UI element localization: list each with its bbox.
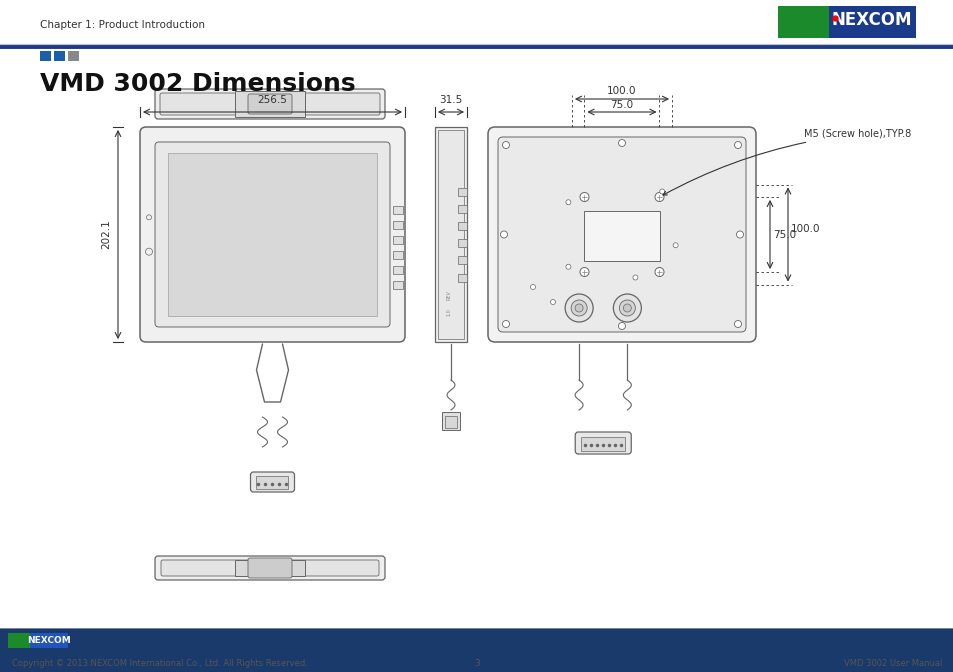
Text: VMD 3002 User Manual: VMD 3002 User Manual: [842, 659, 941, 667]
FancyBboxPatch shape: [251, 472, 294, 492]
FancyBboxPatch shape: [248, 94, 292, 114]
Circle shape: [565, 200, 570, 205]
Bar: [457, 239, 467, 247]
FancyBboxPatch shape: [497, 137, 745, 332]
Text: M5 (Screw hole),TYP.8: M5 (Screw hole),TYP.8: [662, 129, 910, 195]
Circle shape: [659, 189, 664, 194]
Circle shape: [579, 192, 588, 202]
Text: NEXCOM: NEXCOM: [27, 636, 71, 645]
Bar: [234, 91, 305, 117]
Bar: [0, 628, 953, 629]
Bar: [393, 220, 402, 228]
Circle shape: [613, 294, 640, 322]
Bar: [0, 629, 953, 672]
Circle shape: [734, 142, 740, 149]
Circle shape: [618, 300, 635, 316]
Circle shape: [571, 300, 586, 316]
Circle shape: [564, 294, 593, 322]
Bar: [435, 127, 467, 342]
Circle shape: [530, 284, 535, 290]
Circle shape: [500, 231, 507, 238]
FancyBboxPatch shape: [140, 127, 405, 342]
Text: 75.0: 75.0: [772, 230, 796, 239]
Text: NEXCOM: NEXCOM: [831, 11, 911, 30]
Bar: [583, 210, 659, 261]
Bar: [168, 153, 376, 316]
FancyBboxPatch shape: [828, 6, 915, 38]
Circle shape: [575, 304, 582, 312]
Bar: [457, 256, 467, 264]
FancyBboxPatch shape: [154, 556, 385, 580]
Bar: [437, 130, 463, 339]
Circle shape: [622, 304, 631, 312]
Circle shape: [632, 275, 638, 280]
Bar: [393, 206, 402, 214]
Text: VMD 3002 Dimensions: VMD 3002 Dimensions: [40, 72, 355, 96]
Circle shape: [579, 267, 588, 276]
Circle shape: [618, 323, 625, 329]
Bar: [441, 412, 459, 430]
Text: Chapter 1: Product Introduction: Chapter 1: Product Introduction: [40, 20, 205, 30]
Circle shape: [734, 321, 740, 327]
Bar: [457, 222, 467, 230]
Text: 3: 3: [474, 659, 479, 667]
Circle shape: [618, 140, 625, 146]
FancyBboxPatch shape: [154, 142, 390, 327]
FancyBboxPatch shape: [248, 558, 292, 578]
Text: 75.0: 75.0: [610, 100, 633, 110]
Circle shape: [550, 300, 555, 304]
Bar: [54, 51, 65, 61]
Text: 1.0: 1.0: [446, 308, 451, 316]
Text: 100.0: 100.0: [790, 224, 820, 235]
Text: REV: REV: [446, 290, 451, 300]
Text: 256.5: 256.5: [257, 95, 287, 105]
Bar: [457, 187, 467, 196]
FancyBboxPatch shape: [778, 6, 828, 38]
FancyBboxPatch shape: [488, 127, 755, 342]
Circle shape: [655, 267, 663, 276]
Bar: [444, 416, 456, 428]
FancyBboxPatch shape: [8, 633, 30, 648]
Bar: [256, 476, 288, 489]
Text: Copyright © 2013 NEXCOM International Co., Ltd. All Rights Reserved.: Copyright © 2013 NEXCOM International Co…: [12, 659, 308, 667]
Bar: [457, 205, 467, 213]
FancyBboxPatch shape: [160, 93, 379, 115]
FancyBboxPatch shape: [30, 633, 68, 648]
Circle shape: [565, 264, 570, 269]
Bar: [40, 51, 51, 61]
Text: 100.0: 100.0: [607, 86, 636, 96]
Circle shape: [673, 243, 678, 248]
Bar: [457, 274, 467, 282]
FancyBboxPatch shape: [154, 89, 385, 119]
Bar: [580, 437, 624, 451]
Circle shape: [736, 231, 742, 238]
FancyBboxPatch shape: [575, 432, 631, 454]
Bar: [393, 280, 402, 288]
Bar: [393, 265, 402, 274]
Bar: [234, 560, 305, 576]
Circle shape: [655, 192, 663, 202]
FancyBboxPatch shape: [161, 560, 378, 576]
Circle shape: [502, 321, 509, 327]
Bar: [68, 51, 79, 61]
Circle shape: [502, 142, 509, 149]
Text: 202.1: 202.1: [101, 220, 111, 249]
Bar: [393, 251, 402, 259]
Bar: [393, 235, 402, 243]
Text: 31.5: 31.5: [439, 95, 462, 105]
